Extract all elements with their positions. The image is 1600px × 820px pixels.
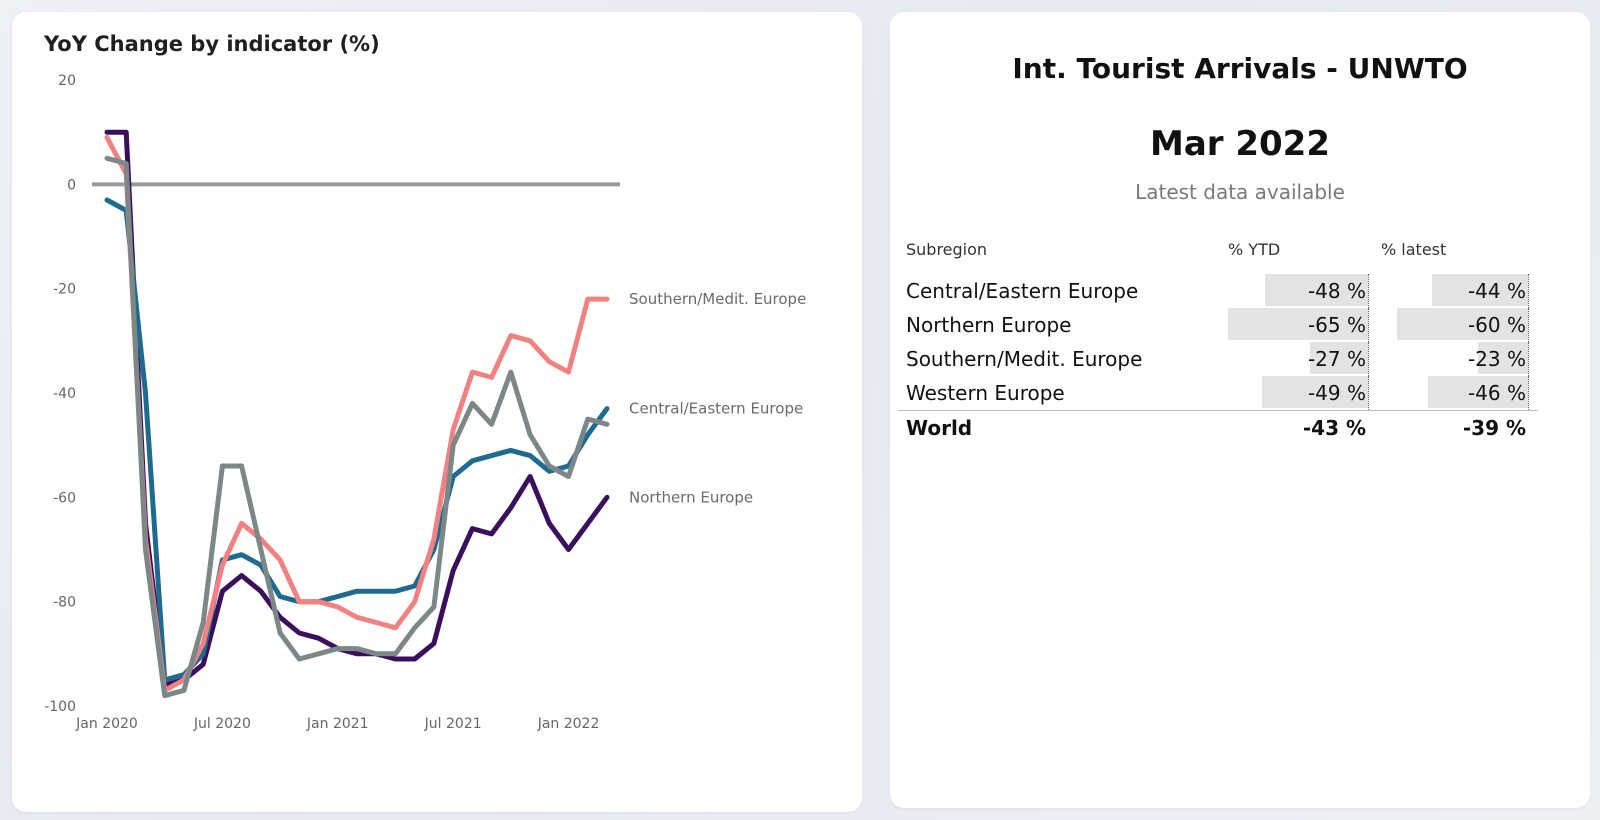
tourist-arrivals-card: Int. Tourist Arrivals - UNWTO Mar 2022 L… <box>890 12 1590 808</box>
ytd-value: -48 % <box>1307 279 1366 303</box>
table-header: Subregion % YTD % latest <box>898 234 1538 268</box>
latest-cell: -23 % <box>1386 342 1529 376</box>
latest-value: -23 % <box>1467 347 1526 371</box>
latest-bar <box>1427 376 1528 408</box>
column-header-latest[interactable]: % latest <box>1381 240 1447 259</box>
column-header-ytd[interactable]: % YTD <box>1228 240 1281 259</box>
series-label: Southern/Medit. Europe <box>629 290 806 308</box>
y-tick-label: -40 <box>53 386 76 402</box>
series-line-western-europe <box>104 155 610 699</box>
yoy-chart-card: YoY Change by indicator (%) 20 0 -20 -40 -60… <box>12 12 862 812</box>
subregion-table: Subregion % YTD % latest Central/Eastern… <box>898 234 1538 445</box>
kpi-title: Int. Tourist Arrivals - UNWTO <box>1012 52 1468 85</box>
kpi-date: Mar 2022 <box>1149 124 1330 164</box>
latest-cell: -46 % <box>1386 376 1529 410</box>
latest-cell: -44 % <box>1386 274 1529 308</box>
total-row[interactable]: World -43 % -39 % <box>898 411 1538 445</box>
series-label: Central/Eastern Europe <box>629 400 803 418</box>
total-latest-value: -39 % <box>1462 416 1526 440</box>
total-ytd-cell: -43 % <box>1228 411 1368 443</box>
series-line-northern-europe <box>104 129 610 688</box>
cell-edge <box>1368 274 1369 308</box>
latest-value: -44 % <box>1467 279 1526 303</box>
latest-value: -46 % <box>1467 381 1526 405</box>
cell-edge <box>1368 342 1369 376</box>
table-row[interactable]: Southern/Medit. Europe -27 % -23 % <box>898 342 1538 376</box>
cell-edge <box>1528 376 1529 410</box>
kpi-subtitle: Latest data available <box>1135 180 1345 204</box>
chart-title: YoY Change by indicator (%) <box>44 32 380 56</box>
series-label: Northern Europe <box>629 488 753 506</box>
ytd-cell: -49 % <box>1228 376 1369 410</box>
y-tick-label: -20 <box>53 282 76 298</box>
y-tick-label: -80 <box>53 595 76 611</box>
ytd-bar <box>1262 376 1368 408</box>
ytd-value: -49 % <box>1307 381 1366 405</box>
subregion-name: Northern Europe <box>906 313 1072 337</box>
column-header-subregion[interactable]: Subregion <box>906 240 988 259</box>
total-name: World <box>906 416 973 440</box>
cell-edge <box>1528 308 1529 342</box>
ytd-cell: -27 % <box>1228 342 1369 376</box>
subregion-name: Southern/Medit. Europe <box>906 347 1143 371</box>
table-row[interactable]: Northern Europe -65 % -60 % <box>898 308 1538 342</box>
ytd-bar <box>1309 342 1368 374</box>
y-tick-label: -60 <box>53 490 76 506</box>
total-divider <box>898 410 1538 411</box>
x-tick-label: Jul 2020 <box>193 716 251 732</box>
ytd-cell: -48 % <box>1228 274 1369 308</box>
subregion-name: Central/Eastern Europe <box>906 279 1139 303</box>
x-tick-label: Jan 2022 <box>537 716 600 732</box>
latest-bar <box>1477 342 1528 374</box>
subregion-name: Western Europe <box>906 381 1065 405</box>
cell-edge <box>1368 376 1369 410</box>
ytd-value: -65 % <box>1307 313 1366 337</box>
y-tick-label: -100 <box>44 699 76 715</box>
latest-bar <box>1431 274 1528 306</box>
latest-cell: -60 % <box>1386 308 1529 342</box>
x-tick-label: Jul 2021 <box>424 716 482 732</box>
cell-edge <box>1368 308 1369 342</box>
ytd-cell: -65 % <box>1228 308 1369 342</box>
table-row[interactable]: Central/Eastern Europe -48 % -44 % <box>898 274 1538 308</box>
y-tick-label: 0 <box>67 177 76 193</box>
ytd-bar <box>1228 308 1368 340</box>
total-ytd-value: -43 % <box>1302 416 1366 440</box>
latest-bar <box>1396 308 1528 340</box>
x-tick-label: Jan 2020 <box>75 716 138 732</box>
cell-edge <box>1528 342 1529 376</box>
latest-value: -60 % <box>1467 313 1526 337</box>
table-row[interactable]: Western Europe -49 % -46 % <box>898 376 1538 410</box>
series-line-southern-medit-europe <box>104 134 610 693</box>
ytd-bar <box>1264 274 1368 306</box>
total-latest-cell: -39 % <box>1386 411 1528 443</box>
x-tick-label: Jan 2021 <box>306 716 369 732</box>
cell-edge <box>1528 274 1529 308</box>
ytd-value: -27 % <box>1307 347 1366 371</box>
y-tick-label: 20 <box>58 73 76 89</box>
